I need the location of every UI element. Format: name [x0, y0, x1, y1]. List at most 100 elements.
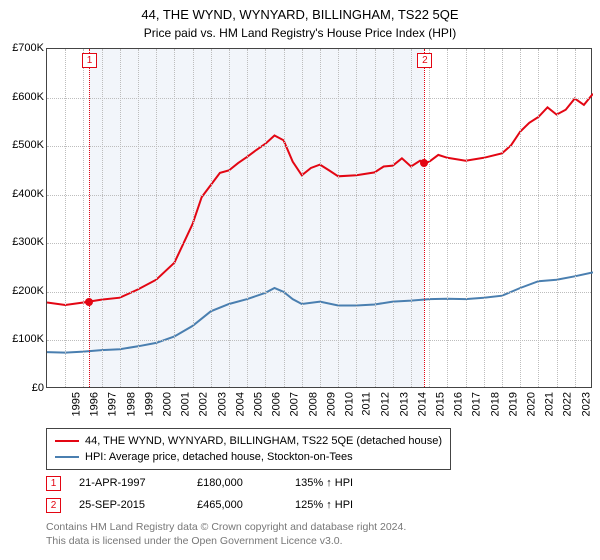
gridline-v	[302, 49, 304, 387]
gridline-v	[211, 49, 213, 387]
gridline-v	[83, 49, 85, 387]
xtick-label: 1996	[89, 392, 101, 416]
ytick-label: £500K	[4, 139, 44, 151]
legend-label: 44, THE WYND, WYNYARD, BILLINGHAM, TS22 …	[85, 433, 442, 449]
sale-dot	[85, 298, 93, 306]
xtick-label: 2002	[198, 392, 210, 416]
xtick-label: 2006	[271, 392, 283, 416]
gridline-v	[356, 49, 358, 387]
xtick-label: 2017	[471, 392, 483, 416]
xtick-label: 2022	[562, 392, 574, 416]
gridline-v	[193, 49, 195, 387]
gridline-v	[484, 49, 486, 387]
legend-row: HPI: Average price, detached house, Stoc…	[55, 449, 442, 465]
gridline-v	[284, 49, 286, 387]
ytick-label: £700K	[4, 42, 44, 54]
sales-row: 2 25-SEP-2015 £465,000 125% ↑ HPI	[46, 494, 353, 516]
xtick-label: 2010	[343, 392, 355, 416]
gridline-h	[47, 340, 591, 342]
xtick-label: 2005	[252, 392, 264, 416]
xtick-label: 2016	[453, 392, 465, 416]
gridline-h	[47, 146, 591, 148]
xtick-label: 2004	[234, 392, 246, 416]
xtick-label: 2011	[361, 392, 373, 416]
gridline-v	[429, 49, 431, 387]
sale-ratio: 125% ↑ HPI	[295, 494, 353, 516]
xtick-label: 2023	[580, 392, 592, 416]
footer-line1: Contains HM Land Registry data © Crown c…	[46, 520, 406, 534]
sale-date: 21-APR-1997	[79, 472, 179, 494]
xtick-label: 2012	[380, 392, 392, 416]
xtick-label: 2018	[489, 392, 501, 416]
ytick-label: £300K	[4, 236, 44, 248]
ytick-label: £400K	[4, 188, 44, 200]
gridline-v	[520, 49, 522, 387]
ytick-label: £100K	[4, 333, 44, 345]
xtick-label: 2020	[525, 392, 537, 416]
xtick-label: 1998	[125, 392, 137, 416]
gridline-v	[156, 49, 158, 387]
xtick-label: 2014	[416, 392, 428, 416]
gridline-h	[47, 292, 591, 294]
gridline-h	[47, 243, 591, 245]
gridline-v	[466, 49, 468, 387]
sale-idx-box: 2	[46, 498, 61, 513]
sale-ratio: 135% ↑ HPI	[295, 472, 353, 494]
gridline-v	[320, 49, 322, 387]
footer-line2: This data is licensed under the Open Gov…	[46, 534, 406, 548]
xtick-label: 2013	[398, 392, 410, 416]
gridline-v	[120, 49, 122, 387]
sale-marker-box: 1	[82, 53, 97, 68]
gridline-v	[247, 49, 249, 387]
ytick-label: £600K	[4, 91, 44, 103]
sale-marker-line	[89, 49, 90, 387]
gridline-v	[538, 49, 540, 387]
gridline-v	[265, 49, 267, 387]
gridline-v	[411, 49, 413, 387]
xtick-label: 2008	[307, 392, 319, 416]
xtick-label: 2009	[325, 392, 337, 416]
xtick-label: 2021	[544, 392, 556, 416]
chart-subtitle: Price paid vs. HM Land Registry's House …	[0, 24, 600, 40]
gridline-v	[338, 49, 340, 387]
gridline-v	[229, 49, 231, 387]
legend-swatch	[55, 440, 79, 442]
gridline-v	[447, 49, 449, 387]
gridline-v	[393, 49, 395, 387]
chart-title: 44, THE WYND, WYNYARD, BILLINGHAM, TS22 …	[0, 0, 600, 24]
legend-label: HPI: Average price, detached house, Stoc…	[85, 449, 353, 465]
gridline-v	[138, 49, 140, 387]
plot-area: 12	[46, 48, 592, 388]
xtick-label: 2015	[434, 392, 446, 416]
gridline-h	[47, 98, 591, 100]
legend: 44, THE WYND, WYNYARD, BILLINGHAM, TS22 …	[46, 428, 451, 470]
sale-marker-line	[424, 49, 425, 387]
sale-idx-box: 1	[46, 476, 61, 491]
sale-dot	[420, 159, 428, 167]
sales-row: 1 21-APR-1997 £180,000 135% ↑ HPI	[46, 472, 353, 494]
xtick-label: 2001	[180, 392, 192, 416]
gridline-v	[375, 49, 377, 387]
legend-row: 44, THE WYND, WYNYARD, BILLINGHAM, TS22 …	[55, 433, 442, 449]
gridline-v	[557, 49, 559, 387]
gridline-h	[47, 195, 591, 197]
legend-swatch	[55, 456, 79, 458]
gridline-v	[174, 49, 176, 387]
ytick-label: £200K	[4, 285, 44, 297]
ytick-label: £0	[4, 382, 44, 394]
sale-date: 25-SEP-2015	[79, 494, 179, 516]
sale-marker-box: 2	[417, 53, 432, 68]
xtick-label: 1999	[143, 392, 155, 416]
xtick-label: 2003	[216, 392, 228, 416]
gridline-v	[502, 49, 504, 387]
gridline-v	[575, 49, 577, 387]
xtick-label: 1995	[70, 392, 82, 416]
sale-price: £465,000	[197, 494, 277, 516]
xtick-label: 2019	[507, 392, 519, 416]
gridline-v	[102, 49, 104, 387]
chart-area: 12	[46, 48, 592, 388]
xtick-label: 2000	[161, 392, 173, 416]
xtick-label: 2007	[289, 392, 301, 416]
sales-table: 1 21-APR-1997 £180,000 135% ↑ HPI 2 25-SEP-20…	[46, 472, 353, 516]
sale-price: £180,000	[197, 472, 277, 494]
